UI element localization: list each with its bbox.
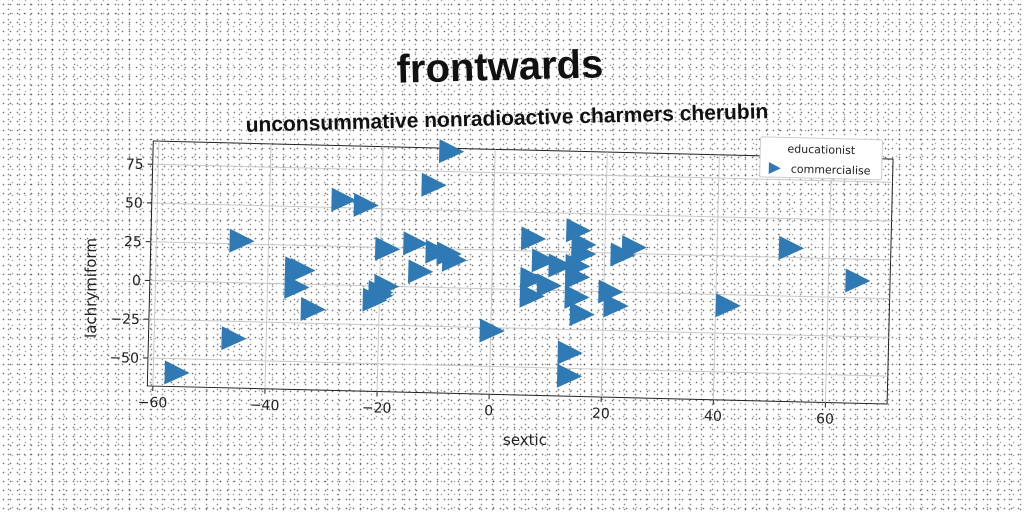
data-point [407,259,434,284]
x-grid-line [712,154,720,400]
data-point [331,187,357,212]
y-axis-label: lachrymiform [82,238,100,338]
y-grid-line [152,163,893,183]
data-point [403,231,429,256]
data-point [556,363,583,388]
data-point [531,248,557,273]
y-grid-line [151,202,892,222]
data-point [520,226,547,251]
legend-box [759,136,883,181]
data-point [300,297,326,322]
plot-area: −60 −40 −20 0 20 40 60 −50 −25 0 25 50 75 education… [109,136,894,428]
y-tick-label: 75 [126,157,144,173]
y-grid-line [150,241,891,261]
x-grid-line [152,141,160,387]
y-tick-label: −25 [110,311,140,328]
data-point [519,283,545,308]
data-point [569,302,595,327]
chart-title: frontwards [396,42,604,91]
data-point [441,247,468,272]
data-point [548,253,574,278]
y-tick-label: 0 [132,273,141,289]
data-point [715,293,741,318]
y-tick-label: −50 [109,350,139,367]
x-grid-line [488,149,496,395]
legend: educationist commercialise [759,136,883,181]
y-grid-line [149,280,890,300]
x-tick-label: −60 [138,395,168,412]
x-tick-label: −20 [362,400,392,417]
data-point [164,360,190,385]
x-tick-label: 40 [704,409,722,425]
grid [147,141,893,403]
x-grid-line [376,146,384,392]
data-point [621,235,647,260]
data-point [845,268,871,293]
data-point [557,340,583,365]
data-point [536,273,562,298]
y-axis-ticks: −50 −25 0 25 50 75 [109,157,153,367]
data-point [519,266,546,291]
y-tick-label: 25 [124,234,142,250]
x-tick-label: −40 [250,397,280,414]
data-point [284,274,310,299]
legend-entry-commercialise: commercialise [791,163,871,178]
data-point [373,274,400,298]
data-point [221,326,247,351]
x-axis-ticks: −60 −40 −20 0 20 40 60 [138,386,834,428]
data-point [438,139,465,164]
data-point [290,257,316,282]
x-tick-label: 60 [816,411,834,427]
y-grid-line [147,357,888,377]
data-point [479,318,505,343]
x-tick-label: 20 [592,406,610,422]
plot-frame [146,140,894,405]
y-tick-label: 50 [125,195,143,211]
x-grid-line [600,152,608,398]
data-point [571,241,597,266]
y-grid-line [148,318,889,338]
data-point [374,236,401,261]
data-point [229,228,255,253]
x-axis-label: sextic [503,431,547,449]
legend-title: educationist [787,142,856,157]
x-tick-label: 0 [484,403,493,419]
data-point [421,172,447,197]
data-point [603,293,629,318]
x-grid-line [264,143,272,389]
data-point [353,192,379,217]
x-grid-line [824,157,832,403]
data-point [778,235,804,260]
chart-subtitle: unconsummative nonradioactive charmers c… [245,100,768,137]
legend-marker-icon [768,162,781,175]
data-points [164,139,871,388]
